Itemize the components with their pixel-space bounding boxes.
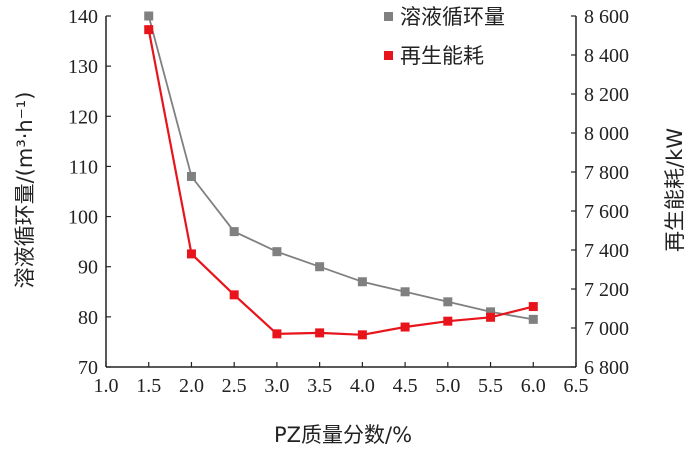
series-2-point [486, 312, 496, 322]
series-1-point [357, 277, 367, 287]
x-tick-label: 4.5 [393, 375, 418, 397]
series-2-point [357, 330, 367, 340]
series-line-1 [147, 15, 534, 321]
series [144, 11, 538, 340]
right-y-tick-label: 8 200 [584, 84, 629, 106]
right-y-tick-label: 7 000 [584, 318, 629, 340]
left-y-tick-label: 90 [78, 257, 98, 279]
series-1-point [229, 227, 239, 237]
series-2-point [528, 302, 538, 312]
series-2-point [186, 249, 196, 259]
x-tick-label: 2.0 [179, 375, 204, 397]
series-line-2 [147, 29, 534, 336]
left-y-tick-label: 140 [68, 6, 98, 28]
x-tick-label: 6.5 [564, 375, 589, 397]
x-tick-label: 2.5 [222, 375, 247, 397]
x-tick-label: 6.0 [521, 375, 546, 397]
series-1-point [315, 262, 325, 272]
left-y-tick-label: 110 [69, 156, 98, 178]
right-y-tick-label: 6 800 [584, 357, 629, 379]
right-y-tick-label: 8 600 [584, 6, 629, 28]
series-1-point [443, 297, 453, 307]
legend-marker-regeneration-energy [384, 51, 393, 60]
series-1-point [486, 307, 496, 317]
left-y-tick-label: 100 [68, 207, 98, 229]
legend: 溶液循环量 再生能耗 [384, 5, 505, 68]
left-y-axis-title: 溶液循环量/(m³·h⁻¹) [13, 92, 37, 289]
right-y-axis-title: 再生能耗/kW [663, 128, 687, 252]
left-y-tick-label: 120 [68, 106, 98, 128]
axes [105, 16, 577, 368]
series-2-point [229, 290, 239, 300]
x-tick-label: 5.5 [478, 375, 503, 397]
left-y-tick-label: 80 [78, 307, 98, 329]
series-1-point [144, 11, 154, 21]
x-tick-label: 4.0 [350, 375, 375, 397]
legend-marker-solution-flow [384, 12, 393, 21]
x-axis-title: PZ质量分数/% [274, 423, 412, 447]
series-2-point [272, 329, 282, 339]
left-y-tick-label: 130 [68, 56, 98, 78]
series-2-point [443, 316, 453, 326]
x-tick-label: 3.5 [307, 375, 332, 397]
ticks: 1.0 1.5 2.0 2.5 3.0 3.5 4.0 4.5 5.0 5.5 6.0 6.5 70 80… [68, 6, 629, 397]
x-tick-label: 3.0 [264, 375, 289, 397]
right-y-tick-label: 7 200 [584, 279, 629, 301]
series-1-point [528, 314, 538, 324]
series-1-point [186, 171, 196, 181]
right-y-tick-label: 8 000 [584, 123, 629, 145]
series-2-point [400, 322, 410, 332]
right-y-tick-label: 8 400 [584, 45, 629, 67]
legend-label-solution-flow: 溶液循环量 [400, 5, 505, 29]
right-y-tick-label: 7 600 [584, 201, 629, 223]
series-1-point [272, 247, 282, 257]
x-tick-label: 1.5 [136, 375, 161, 397]
legend-label-regeneration-energy: 再生能耗 [400, 44, 484, 68]
series-2-point [315, 328, 325, 338]
left-y-tick-label: 70 [78, 357, 98, 379]
series-2-point [144, 25, 154, 35]
x-tick-label: 1.0 [94, 375, 119, 397]
right-y-tick-label: 7 400 [584, 240, 629, 262]
x-tick-label: 5.0 [435, 375, 460, 397]
right-y-tick-label: 7 800 [584, 162, 629, 184]
series-1-point [400, 287, 410, 297]
